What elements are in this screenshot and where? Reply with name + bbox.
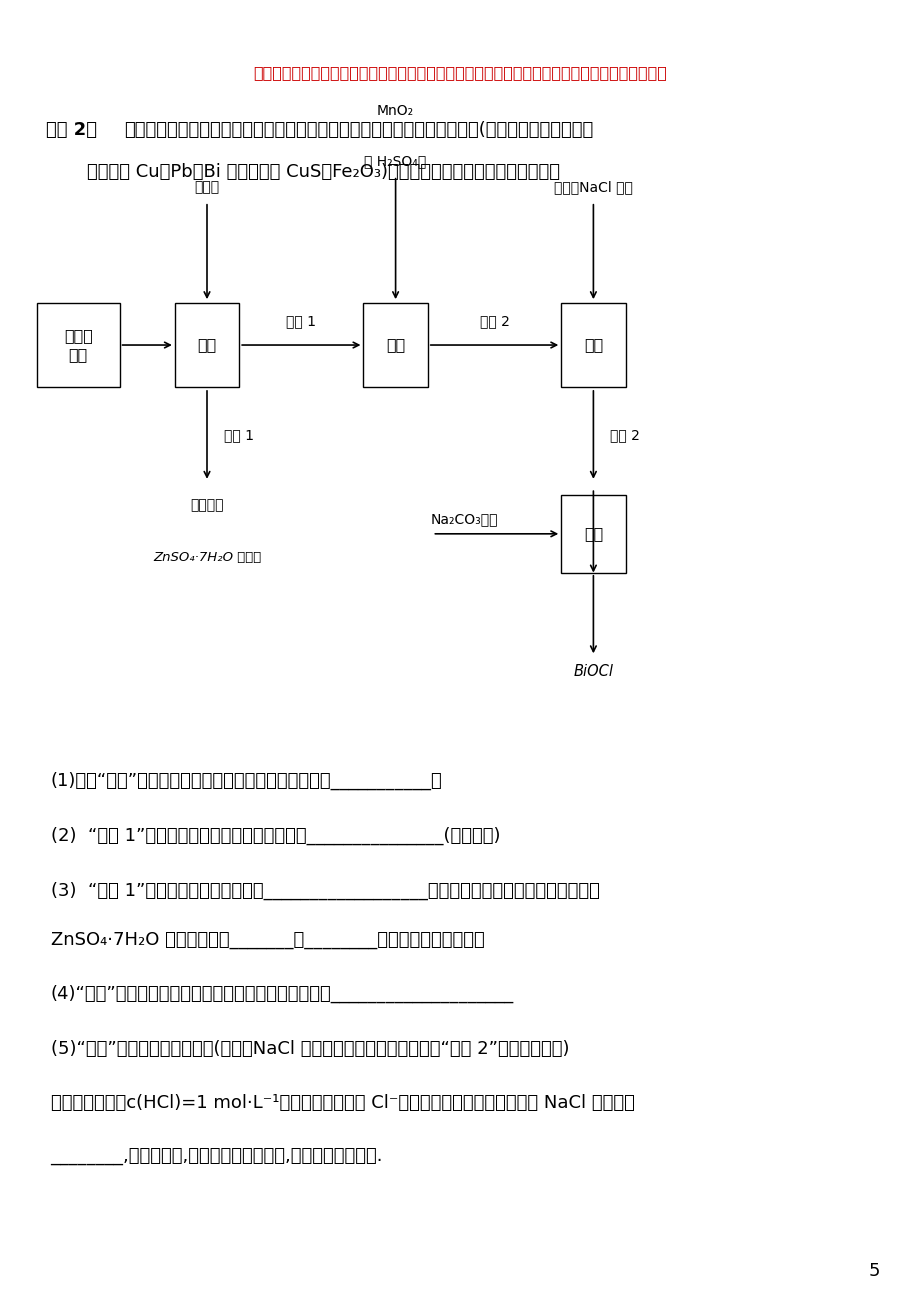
Text: 沉铋: 沉铋 — [584, 526, 602, 542]
Text: 浸液 1: 浸液 1 — [223, 428, 254, 441]
Text: MnO₂: MnO₂ — [377, 104, 414, 118]
Text: (5)“浸铋”时，在室温和液固比(盐酸、NaCl 溶液组成的混合溶液的质量与“浸渣 2”的质量的比値): (5)“浸铋”时，在室温和液固比(盐酸、NaCl 溶液组成的混合溶液的质量与“浸… — [51, 1040, 569, 1059]
Bar — [561, 302, 625, 388]
Text: 铜转炉
烟尘: 铜转炉 烟尘 — [63, 328, 93, 362]
Text: BiOCl: BiOCl — [573, 664, 613, 680]
Text: 稀 H₂SO₄、: 稀 H₂SO₄、 — [364, 154, 426, 168]
Text: ________,若升高温度,铋的浸出率反而下降,其可能的原因是＿.: ________,若升高温度,铋的浸出率反而下降,其可能的原因是＿. — [51, 1147, 382, 1165]
Text: 盐酸、NaCl 溶液: 盐酸、NaCl 溶液 — [553, 180, 632, 194]
Text: 浸渣 1: 浸渣 1 — [286, 314, 316, 328]
Text: 浸渣 2: 浸渣 2 — [479, 314, 509, 328]
Text: 氯氧化铋在汽车装饰，电子设备等生活方面有广泛的应用。利用铜转炉烟尘(主要为含铋的化合物，: 氯氧化铋在汽车装饰，电子设备等生活方面有广泛的应用。利用铜转炉烟尘(主要为含铋的… — [124, 121, 593, 139]
Text: Na₂CO₃溶液: Na₂CO₃溶液 — [430, 512, 497, 526]
Bar — [175, 302, 239, 388]
Text: (4)“浸铜”时，有单质硫生成，写出生成硫的离子方程式____________________: (4)“浸铜”时，有单质硫生成，写出生成硫的离子方程式_____________… — [51, 984, 514, 1003]
Bar — [363, 302, 427, 388]
Bar — [37, 302, 119, 388]
Bar — [561, 495, 625, 573]
Text: ZnSO₄·7H₂O 晶体的操作有_______、________、过滤、洗洤、干燥。: ZnSO₄·7H₂O 晶体的操作有_______、________、过滤、洗洤、… — [51, 931, 483, 949]
Text: (1)提高“酸浸”反应速率的措施有适当增加硫酸的浓度和___________。: (1)提高“酸浸”反应速率的措施有适当增加硫酸的浓度和___________。 — [51, 772, 442, 790]
Text: 5: 5 — [868, 1262, 879, 1280]
Text: 文字描述、表格信息，后续设问中的提示性信息，并在下一步分析和解题中随时进行联系和调用。: 文字描述、表格信息，后续设问中的提示性信息，并在下一步分析和解题中随时进行联系和… — [253, 65, 666, 81]
Text: 酸浸: 酸浸 — [198, 337, 216, 353]
Text: 浸铜: 浸铜 — [386, 337, 404, 353]
Text: 浸铋: 浸铋 — [584, 337, 602, 353]
Text: 稀硫酸: 稀硫酸 — [194, 180, 220, 194]
Text: 浸液 2: 浸液 2 — [609, 428, 639, 441]
Text: 另外还含 Cu、Pb、Bi 的硫酸盐及 CuS、Fe₂O₃)可生产氯氧化铋，其工艺流程如下：: 另外还含 Cu、Pb、Bi 的硫酸盐及 CuS、Fe₂O₃)可生产氯氧化铋，其工… — [87, 163, 560, 181]
Text: 固定的条件下，c(HCl)=1 mol·L⁻¹时，铋的浸出率和 Cl⁻浓度的关系如下图所示，其中 NaCl 的作用是: 固定的条件下，c(HCl)=1 mol·L⁻¹时，铋的浸出率和 Cl⁻浓度的关系… — [51, 1094, 634, 1112]
Text: 【例 2】: 【例 2】 — [46, 121, 96, 139]
Text: (2)  “浸渣 1”中除铋的化合物外，还有的物质是_______________(填化学式): (2) “浸渣 1”中除铋的化合物外，还有的物质是_______________… — [51, 827, 500, 845]
Text: 过量锌粉: 过量锌粉 — [190, 499, 223, 513]
Text: (3)  “浸液 1”中加入过量锌粉，作用是__________________；反应完毕后，过滤，从滤液中得到: (3) “浸液 1”中加入过量锌粉，作用是__________________；… — [51, 881, 599, 900]
Text: ZnSO₄·7H₂O 副产品: ZnSO₄·7H₂O 副产品 — [153, 551, 261, 564]
